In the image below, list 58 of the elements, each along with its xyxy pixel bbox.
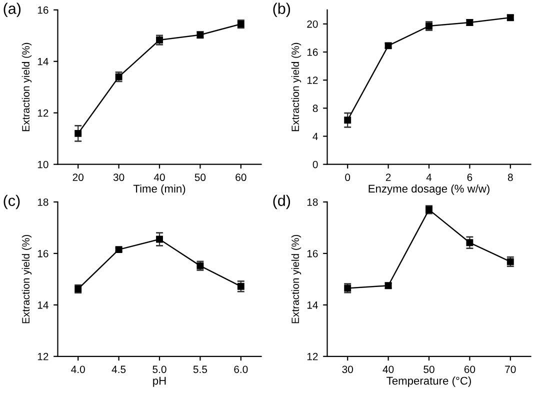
x-tick-label: 0	[345, 174, 350, 182]
x-tick-label: 20	[72, 174, 84, 182]
x-tick-label: 6	[467, 174, 472, 182]
y-tick-label: 14	[38, 302, 48, 309]
x-tick-label: 4.0	[71, 366, 85, 374]
y-tick-label: 16	[38, 6, 48, 14]
x-tick-label: 40	[382, 366, 394, 374]
x-tick-label: 30	[342, 366, 353, 374]
point	[156, 236, 163, 243]
x-tick-label: 30	[113, 174, 124, 182]
y-tick-label: 12	[38, 109, 48, 117]
y-tick-label: 8	[312, 104, 318, 112]
chart-title: (c)	[4, 194, 20, 210]
y-tick-label: 14	[307, 302, 318, 309]
y-tick-label: 0	[312, 160, 318, 168]
y-axis-title: Extraction yield (%)	[291, 234, 302, 324]
y-tick-label: 16	[307, 48, 318, 56]
chart-title: (a)	[4, 2, 21, 18]
x-tick-label: 60	[464, 366, 476, 374]
y-tick-label: 12	[307, 352, 318, 360]
point	[506, 258, 514, 266]
x-tick-label: 8	[508, 174, 513, 182]
point	[344, 116, 352, 124]
y-axis-title: Extraction yield (%)	[22, 234, 32, 324]
y-tick-label: 18	[38, 198, 48, 206]
y-tick-label: 16	[307, 250, 318, 258]
x-tick-label: 6.0	[234, 366, 248, 374]
y-tick-label: 4	[312, 132, 318, 140]
x-tick-label: 50	[194, 174, 206, 182]
x-tick-label: 70	[505, 366, 516, 374]
x-tick-label: 5.5	[193, 366, 208, 374]
point	[115, 73, 122, 80]
y-tick-label: 18	[307, 198, 318, 206]
x-tick-label: 4.5	[112, 366, 126, 374]
y-tick-label: 12	[38, 352, 48, 360]
x-tick-label: 40	[154, 174, 165, 182]
point	[156, 36, 163, 44]
x-axis-title: Enzyme dosage (% w/w)	[368, 184, 490, 195]
x-tick-label: 2	[386, 174, 391, 181]
y-tick-label: 20	[307, 20, 318, 28]
chart-title: (b)	[273, 2, 290, 18]
point	[74, 130, 82, 137]
x-axis-title: Time (min)	[133, 184, 186, 195]
point	[237, 282, 244, 290]
y-tick-label: 10	[38, 160, 48, 168]
y-tick-label: 12	[307, 76, 318, 84]
point	[466, 239, 474, 246]
x-axis-title: pH	[153, 376, 166, 387]
y-axis-title: Extraction yield (%)	[291, 42, 302, 132]
chart-title: (d)	[273, 194, 290, 210]
y-tick-label: 14	[38, 58, 48, 66]
x-tick-label: 4	[426, 174, 432, 181]
x-tick-label: 50	[424, 366, 434, 374]
x-axis-title: Temperature (°C)	[386, 376, 471, 387]
y-axis-title: Extraction yield (%)	[22, 42, 32, 132]
y-tick-label: 16	[38, 250, 48, 258]
x-tick-label: 60	[236, 174, 246, 182]
x-tick-label: 5.0	[152, 366, 166, 374]
